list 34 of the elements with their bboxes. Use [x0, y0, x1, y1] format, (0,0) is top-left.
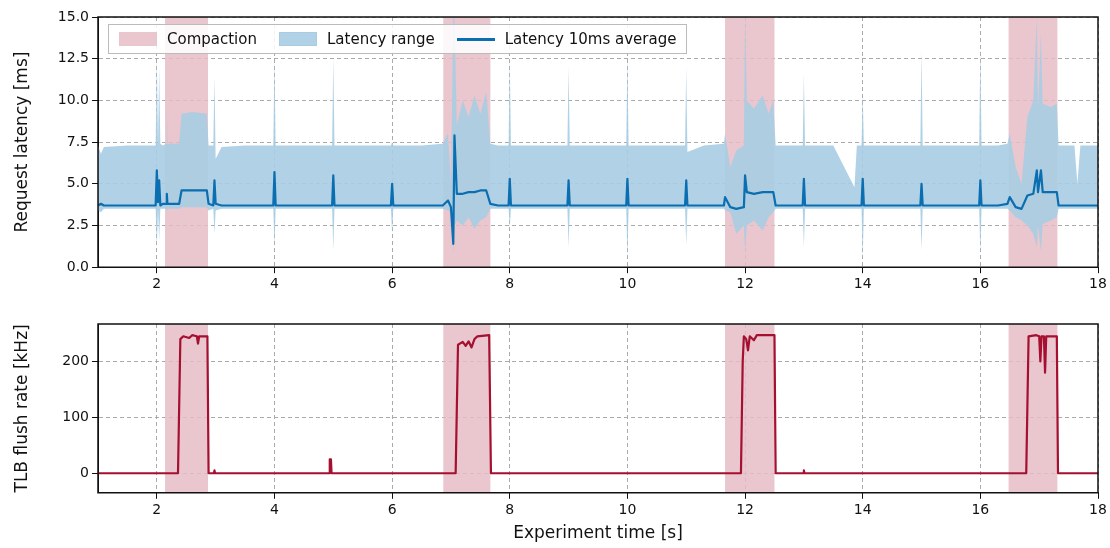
x-tick-label: 18	[1089, 275, 1107, 292]
x-tick-label: 14	[853, 500, 872, 517]
annotation: Latency range	[326, 30, 435, 48]
x-tick-label: 10	[618, 500, 637, 517]
y-tick-label: 7.5	[66, 132, 89, 149]
x-axis-title: Experiment time [s]	[513, 522, 683, 543]
band-label: Compaction	[167, 30, 257, 48]
y-axis-title: TLB flush rate [kHz]	[10, 324, 31, 494]
x-tick-label: 12	[736, 500, 754, 517]
y-tick-label: 200	[62, 352, 89, 369]
y-tick-label: 0.0	[66, 257, 89, 274]
x-tick-label: 8	[505, 500, 515, 517]
y-tick-label: 100	[62, 407, 89, 424]
x-tick-label: 18	[1089, 500, 1107, 517]
x-tick-label: 4	[270, 500, 280, 517]
y-tick-label: 12.5	[57, 49, 89, 66]
x-tick-label: 4	[270, 275, 280, 292]
y-tick-label: 15.0	[57, 7, 89, 24]
y-tick-label: 0	[80, 463, 89, 480]
x-tick-label: 14	[853, 275, 872, 292]
y-tick-label: 5.0	[66, 174, 89, 191]
x-tick-label: 16	[971, 275, 990, 292]
x-tick-label: 2	[152, 275, 162, 292]
y-tick-label: 10.0	[57, 91, 89, 108]
x-tick-label: 10	[618, 275, 637, 292]
x-tick-label: 2	[152, 500, 162, 517]
x-tick-label: 6	[387, 500, 397, 517]
y-tick-label: 2.5	[66, 216, 89, 233]
x-tick-label: 6	[387, 275, 397, 292]
y-axis-title: Request latency [ms]	[10, 51, 31, 233]
x-tick-label: 8	[505, 275, 515, 292]
x-tick-label: 16	[971, 500, 990, 517]
x-tick-label: 12	[736, 275, 754, 292]
legend-label: Latency 10ms average	[504, 30, 677, 48]
